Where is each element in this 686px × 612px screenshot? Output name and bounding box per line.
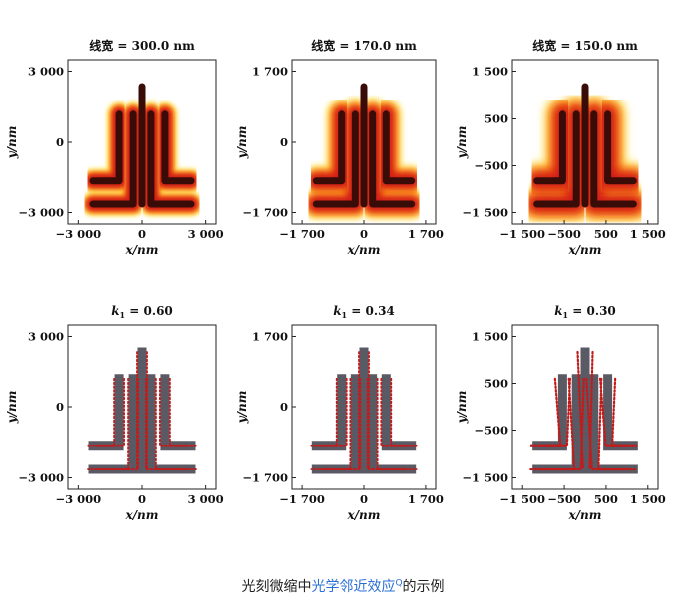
panel-1-1: k1 = 0.34 −1 700 0 1 700 −1 700 0 1 700 x/nm y/n… [235, 304, 444, 522]
x-axis-label: x/nm [568, 508, 602, 522]
panel-title: 线宽 = 300.0 nm [89, 38, 195, 53]
y-tick-label: 0 [56, 400, 64, 414]
x-tick-label: 1 500 [630, 227, 666, 241]
x-tick-label: 0 [138, 492, 146, 506]
x-tick-label: −1 500 [499, 492, 545, 506]
x-tick-label: 500 [594, 227, 618, 241]
aerial-right-outer [382, 110, 416, 185]
printed-contour-left-inner [538, 377, 585, 471]
y-tick-label: −3 000 [18, 206, 64, 220]
x-tick-label: −1 700 [279, 227, 325, 241]
aerial-left-outer [89, 110, 123, 185]
y-axis-label: y/nm [5, 391, 19, 425]
y-tick-label: −1 500 [462, 206, 508, 220]
y-tick-label: 0 [56, 135, 64, 149]
aerial-left-outer [312, 110, 346, 185]
x-tick-label: 3 000 [188, 492, 224, 506]
y-tick-label: 1 700 [252, 64, 288, 78]
y-tick-label: 0 [280, 400, 288, 414]
x-tick-label: 1 700 [408, 227, 444, 241]
y-axis-label: y/nm [455, 126, 469, 160]
printed-contour-right-outer [169, 377, 197, 447]
y-tick-label: −1 700 [242, 471, 288, 485]
aerial-left-inner [89, 110, 137, 208]
panel-0-1: 线宽 = 170.0 nm −1 700 0 1 700 −1 700 0 1 700 x/n… [235, 38, 444, 257]
y-tick-label: 3 000 [28, 329, 64, 343]
y-tick-label: −500 [474, 159, 508, 173]
panel-0-2: 线宽 = 150.0 nm−1 500 −500 500 1 500−1 500−50… [455, 38, 666, 257]
aerial-right-inner [147, 110, 195, 208]
y-tick-label: −3 000 [18, 471, 64, 485]
x-tick-label: 0 [360, 227, 368, 241]
panel-0-0: 线宽 = 300.0 nm −3 000 0 3 000 −3 000 0 3 000 x/n… [5, 38, 224, 257]
caption-link[interactable]: 光学邻近效应 [311, 579, 396, 595]
caption-link-marker: Q [395, 578, 403, 589]
aerial-right-outer [604, 110, 637, 185]
panel-title: 线宽 = 150.0 nm [532, 38, 638, 53]
panel-title: k1 = 0.60 [111, 304, 173, 320]
aerial-left-outer [533, 110, 566, 185]
printed-contour-left-outer [320, 377, 348, 447]
printed-contour-right-inner [155, 377, 197, 470]
y-axis-label: y/nm [235, 391, 249, 425]
panel-title: k1 = 0.30 [554, 304, 616, 320]
y-axis-label: y/nm [235, 126, 249, 160]
aerial-left-inner [533, 110, 580, 208]
printed-contour-left-outer [538, 377, 572, 447]
printed-contour-right-inner [376, 377, 418, 470]
y-tick-label: 500 [484, 111, 508, 125]
aerial-right-inner [590, 110, 637, 208]
y-tick-label: 1 700 [252, 329, 288, 343]
figure-caption: 光刻微缩中光学邻近效应Q的示例 [0, 576, 686, 596]
x-tick-label: −500 [547, 227, 581, 241]
x-tick-label: 1 500 [630, 492, 666, 506]
x-tick-label: 0 [138, 227, 146, 241]
x-axis-label: x/nm [568, 243, 602, 257]
printed-contour-left-inner [320, 377, 362, 470]
y-tick-label: −1 700 [242, 206, 288, 220]
printed-contour-left-inner [97, 377, 139, 470]
printed-contour-right-outer [390, 377, 418, 447]
y-axis-label: y/nm [455, 391, 469, 425]
panel-title: 线宽 = 170.0 nm [311, 38, 417, 53]
y-tick-label: 1 500 [472, 64, 508, 78]
y-tick-label: 0 [280, 135, 288, 149]
x-tick-label: −500 [547, 492, 581, 506]
x-tick-label: 3 000 [188, 227, 224, 241]
x-tick-label: −3 000 [56, 492, 102, 506]
x-tick-label: −1 500 [499, 227, 545, 241]
y-tick-label: −1 500 [462, 471, 508, 485]
printed-contour-right-outer [610, 377, 638, 447]
caption-prefix: 光刻微缩中 [241, 579, 312, 595]
y-tick-label: 3 000 [28, 64, 64, 78]
aerial-right-inner [369, 110, 416, 208]
aerial-right-outer [161, 110, 195, 185]
x-tick-label: 0 [360, 492, 368, 506]
panel-title: k1 = 0.34 [333, 304, 395, 320]
x-tick-label: 500 [594, 492, 618, 506]
aerial-left-inner [312, 110, 359, 208]
y-axis-label: y/nm [5, 126, 19, 160]
panel-1-0: k1 = 0.60 −3 000 0 3 000 −3 000 0 3 000 x/nm y/n… [5, 304, 224, 522]
y-tick-label: 1 500 [472, 329, 508, 343]
x-tick-label: −3 000 [56, 227, 102, 241]
printed-contour-right-inner [597, 377, 638, 471]
x-tick-label: −1 700 [279, 492, 325, 506]
x-axis-label: x/nm [125, 508, 159, 522]
x-axis-label: x/nm [347, 508, 381, 522]
y-tick-label: −500 [474, 424, 508, 438]
y-tick-label: 500 [484, 376, 508, 390]
printed-contour-left-outer [97, 377, 125, 447]
x-axis-label: x/nm [125, 243, 159, 257]
x-tick-label: 1 700 [408, 492, 444, 506]
caption-suffix: 的示例 [402, 579, 445, 595]
x-axis-label: x/nm [347, 243, 381, 257]
panel-1-2: k1 = 0.30−1 500 −500 500 1 500−1 500−500500… [455, 304, 666, 522]
